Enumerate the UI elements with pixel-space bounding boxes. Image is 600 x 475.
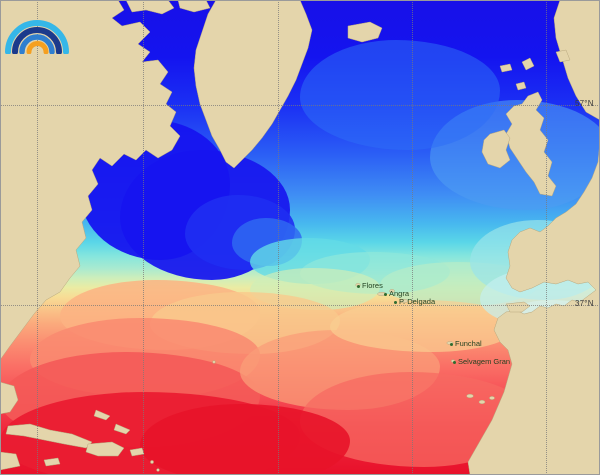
faroe-islands bbox=[499, 63, 513, 73]
logo-arc-orange bbox=[26, 41, 49, 54]
yucatan-landmass bbox=[0, 451, 21, 471]
greenland-landmass bbox=[193, 0, 313, 169]
latitude-line-57n bbox=[0, 105, 600, 106]
arctic-island-1 bbox=[177, 0, 211, 13]
puerto-rico-landmass bbox=[129, 447, 145, 457]
place-name: Flores bbox=[362, 281, 383, 290]
iceland-landmass bbox=[347, 21, 383, 43]
baffin-island bbox=[125, 0, 175, 15]
scandinavia-landmass bbox=[553, 0, 600, 121]
place-name: Funchal bbox=[455, 339, 482, 348]
place-marker-icon bbox=[453, 361, 456, 364]
shetland-islands bbox=[521, 57, 535, 71]
latitude-line-37n bbox=[0, 305, 600, 306]
norway-coast-isles bbox=[555, 49, 571, 63]
logo-arc-light-blue bbox=[5, 20, 69, 54]
canary-island-1 bbox=[466, 393, 474, 399]
place-marker-icon bbox=[357, 285, 360, 288]
jamaica-landmass bbox=[43, 457, 61, 467]
latitude-label-37n: 37°N bbox=[575, 299, 594, 308]
terceira-island bbox=[389, 289, 395, 293]
bermuda-island bbox=[212, 360, 216, 364]
place-marker-icon bbox=[394, 301, 397, 304]
orkney-islands bbox=[515, 81, 527, 91]
place-marker-icon bbox=[450, 343, 453, 346]
canary-island-2 bbox=[478, 399, 486, 405]
hispaniola-landmass bbox=[85, 441, 125, 457]
logo-arc-dark-navy bbox=[12, 27, 62, 54]
florida-landmass bbox=[0, 381, 19, 415]
cuba-landmass bbox=[5, 423, 93, 449]
great-britain-landmass bbox=[505, 91, 557, 197]
logo-arc-medium-blue bbox=[19, 34, 55, 54]
place-name: Selvagem Gran bbox=[458, 357, 511, 366]
europe-iberia-africa-landmass bbox=[467, 139, 600, 475]
longitude-line-3 bbox=[278, 0, 279, 475]
bahamas-islands-2 bbox=[113, 423, 131, 435]
antilles-island-1 bbox=[150, 460, 154, 464]
longitude-line-4 bbox=[412, 0, 413, 475]
place-marker-icon bbox=[384, 293, 387, 296]
sao-miguel-island bbox=[399, 299, 409, 303]
ireland-landmass bbox=[481, 129, 511, 169]
north-america-landmass bbox=[0, 0, 181, 361]
longitude-line-1 bbox=[37, 0, 38, 475]
place-name: P. Delgada bbox=[399, 297, 436, 306]
canary-island-3 bbox=[489, 396, 495, 400]
strait-of-gibraltar-water bbox=[505, 301, 531, 313]
place-name: Angra bbox=[389, 289, 410, 298]
longitude-line-2 bbox=[143, 0, 144, 475]
latitude-label-57n: 57°N bbox=[575, 99, 594, 108]
longitude-line-5 bbox=[546, 0, 547, 475]
rainbow-arc-logo[interactable] bbox=[4, 2, 70, 54]
antilles-island-2 bbox=[156, 468, 160, 472]
bahamas-islands bbox=[93, 409, 111, 421]
